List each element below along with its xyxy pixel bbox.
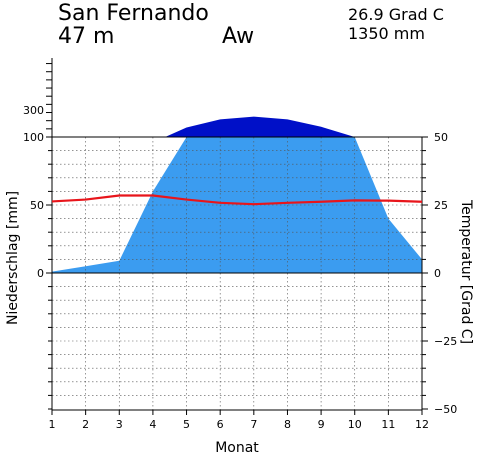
right-tick-label: −25 <box>434 335 457 348</box>
left-tick-label: 300 <box>23 104 44 117</box>
x-tick-label: 10 <box>348 418 362 431</box>
right-tick-label: 0 <box>434 267 441 280</box>
mean-temperature: 26.9 Grad C <box>348 5 444 24</box>
right-tick-label: −50 <box>434 403 457 416</box>
right-tick-label: 25 <box>434 199 448 212</box>
precipitation-layer <box>52 116 422 273</box>
precipitation-overflow-area <box>165 116 355 137</box>
x-tick-label: 4 <box>149 418 156 431</box>
station-name: San Fernando <box>58 1 209 26</box>
x-tick-label: 12 <box>415 418 429 431</box>
right-axis-title: Temperatur [Grad C] <box>458 199 474 344</box>
x-tick-label: 1 <box>49 418 56 431</box>
temperature-line <box>51 194 423 206</box>
x-tick-label: 9 <box>318 418 325 431</box>
x-tick-label: 3 <box>116 418 123 431</box>
climate-class: Aw <box>222 24 255 49</box>
left-tick-label: 50 <box>30 199 44 212</box>
temperature-layer <box>51 194 423 206</box>
left-tick-label: 0 <box>37 267 44 280</box>
x-tick-label: 5 <box>183 418 190 431</box>
station-elevation: 47 m <box>58 24 115 49</box>
x-tick-label: 2 <box>82 418 89 431</box>
x-tick-label: 8 <box>284 418 291 431</box>
left-axis-title: Niederschlag [mm] <box>5 191 21 325</box>
axes <box>46 58 428 415</box>
x-tick-label: 6 <box>217 418 224 431</box>
x-tick-label: 11 <box>381 418 395 431</box>
right-tick-label: 50 <box>434 131 448 144</box>
x-axis-title: Monat <box>215 440 259 456</box>
left-tick-label: 100 <box>23 131 44 144</box>
x-tick-label: 7 <box>250 418 257 431</box>
annual-precipitation: 1350 mm <box>348 24 425 43</box>
